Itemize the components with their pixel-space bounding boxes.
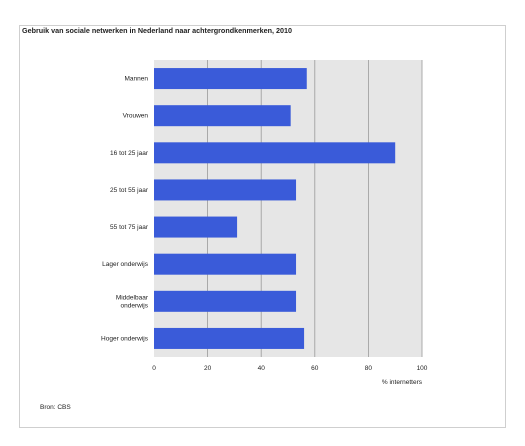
bar (154, 253, 297, 275)
bar (154, 68, 307, 90)
category-label: 55 tot 75 jaar (110, 224, 149, 231)
x-tick-label: 20 (204, 365, 212, 372)
category-label: 16 tot 25 jaar (110, 150, 149, 157)
bar (154, 290, 297, 312)
source-note: Bron: CBS (40, 404, 71, 411)
x-tick-labels: 0 20 40 60 80 100 (152, 365, 428, 372)
category-labels: Mannen Vrouwen 16 tot 25 jaar 25 tot 55 jaa… (101, 76, 149, 343)
chart-title: Gebruik van sociale netwerken in Nederla… (22, 26, 293, 35)
x-tick-label: 40 (258, 365, 266, 372)
bar (154, 105, 291, 127)
bar (154, 142, 396, 164)
x-tick-label: 80 (365, 365, 373, 372)
category-label: Middelbaar onderwijs (116, 294, 149, 309)
x-tick-label: 60 (311, 365, 319, 372)
category-label: Vrouwen (123, 113, 149, 120)
category-label: Mannen (125, 76, 149, 83)
bar (154, 216, 238, 238)
bars (154, 68, 396, 349)
category-label: Hoger onderwijs (101, 335, 149, 342)
x-tick-label: 100 (417, 365, 428, 372)
x-tick-label: 0 (152, 365, 156, 372)
x-axis-label: % internetters (382, 379, 423, 386)
category-label: 25 tot 55 jaar (110, 187, 149, 194)
plot-area (154, 60, 422, 357)
bar (154, 327, 305, 349)
category-label: Lager onderwijs (102, 261, 149, 268)
bar (154, 179, 297, 201)
